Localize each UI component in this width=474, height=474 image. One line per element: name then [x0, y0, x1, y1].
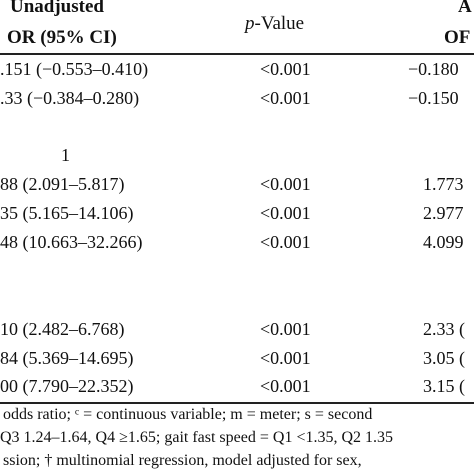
- header-pvalue-p: p: [245, 13, 255, 34]
- footnote-line: Q3 1.24–1.64, Q4 ≥1.65; gait fast speed …: [0, 429, 394, 446]
- cell-unadjusted: 00 (7.790–22.352): [0, 376, 134, 396]
- cell-adjusted: 1.773: [423, 174, 464, 194]
- header-unadjusted-line1: Unadjusted: [10, 0, 104, 17]
- header-rule: [0, 53, 474, 55]
- cell-adjusted: −0.150: [408, 88, 459, 108]
- cell-pvalue: <0.001: [260, 376, 311, 396]
- cell-unadjusted: 10 (2.482–6.768): [0, 319, 125, 339]
- cell-pvalue: <0.001: [260, 232, 311, 252]
- cell-pvalue: <0.001: [260, 59, 311, 79]
- footnote-line: ssion; † multinomial regression, model a…: [3, 452, 362, 469]
- cell-unadjusted: .33 (−0.384–0.280): [0, 88, 140, 108]
- cell-pvalue: <0.001: [260, 174, 311, 194]
- cell-unadjusted: 88 (2.091–5.817): [0, 174, 125, 194]
- cell-adjusted: 2.977: [423, 203, 464, 223]
- cell-adjusted: 3.15 (: [423, 376, 465, 396]
- cell-adjusted: 3.05 (: [423, 348, 465, 368]
- header-adjusted-line1: A: [458, 0, 472, 17]
- cell-pvalue: <0.001: [260, 203, 311, 223]
- header-pvalue: p-Value: [245, 14, 304, 33]
- cell-pvalue: <0.001: [260, 348, 311, 368]
- header-pvalue-rest: -Value: [254, 13, 305, 34]
- cell-unadjusted: .151 (−0.553–0.410): [0, 59, 149, 79]
- cell-pvalue: <0.001: [260, 88, 311, 108]
- cell-unadjusted: 35 (5.165–14.106): [0, 203, 134, 223]
- header-adjusted-line2: OF: [444, 27, 471, 48]
- cell-adjusted: 2.33 (: [423, 319, 465, 339]
- cell-adjusted: −0.180: [408, 59, 459, 79]
- cell-unadjusted: 48 (10.663–32.266): [0, 232, 143, 252]
- footnote-line: odds ratio; ᶜ = continuous variable; m =…: [3, 406, 373, 423]
- cell-pvalue: <0.001: [260, 319, 311, 339]
- cell-adjusted: 4.099: [423, 232, 464, 252]
- cell-unadjusted: 84 (5.369–14.695): [0, 348, 134, 368]
- reference-value: 1: [61, 145, 70, 165]
- header-unadjusted-line2: OR (95% CI): [7, 27, 117, 48]
- footer-rule: [0, 402, 474, 404]
